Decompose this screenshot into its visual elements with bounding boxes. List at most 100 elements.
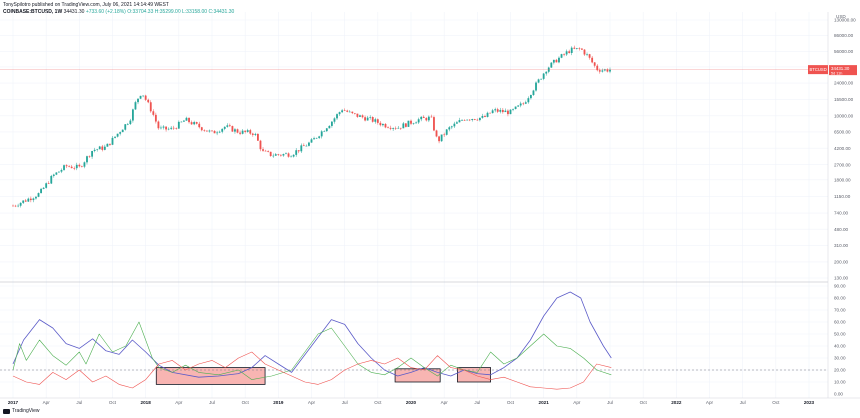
candle-body: [422, 116, 425, 118]
symbol-line: COINBASE:BTCUSD, 1W 34431.30 +733.60 (+2…: [3, 9, 234, 16]
badge-pair: BTCUSD: [810, 67, 827, 72]
candle-body: [259, 140, 262, 150]
symbol-name: COINBASE:BTCUSD, 1W: [3, 8, 63, 15]
candle-body: [392, 128, 395, 129]
candle-body: [147, 99, 150, 103]
candle-body: [172, 127, 175, 129]
time-tick-label: Jul: [209, 400, 215, 405]
candle-body: [588, 54, 591, 58]
candle-body: [157, 121, 160, 129]
candle-body: [471, 119, 474, 121]
candle-body: [486, 112, 489, 117]
candle-body: [239, 132, 241, 134]
candle-body: [131, 109, 134, 121]
candle-body: [555, 59, 558, 63]
candle-body: [52, 174, 55, 176]
time-tick-label: 2017: [8, 400, 19, 405]
candle-body: [205, 130, 208, 132]
candle-body: [93, 149, 96, 152]
footer-brand: TradingView: [12, 408, 40, 414]
candle-body: [119, 132, 122, 134]
candle-body: [116, 133, 119, 137]
candle-body: [581, 48, 583, 50]
time-tick-label: Oct: [772, 400, 780, 405]
candle-body: [58, 171, 60, 173]
candle-body: [236, 129, 239, 133]
candle-body: [137, 98, 139, 103]
candle-body: [573, 47, 576, 49]
candle-body: [32, 198, 35, 201]
candle-body: [494, 109, 497, 111]
candle-body: [14, 205, 17, 207]
candle-body: [19, 202, 22, 206]
candle-body: [308, 142, 310, 146]
indicator-tick-label: 30.00: [834, 356, 846, 361]
candle-body: [338, 112, 341, 115]
candle-body: [17, 205, 20, 207]
price-tick-label: 1150.00: [834, 194, 851, 199]
candle-body: [22, 200, 25, 203]
candle-body: [75, 164, 78, 169]
candle-body: [96, 149, 99, 150]
candle-body: [139, 95, 142, 99]
candle-body: [269, 151, 272, 157]
candle-body: [529, 94, 532, 99]
candle-body: [501, 109, 504, 113]
candle-body: [366, 117, 369, 121]
current-price: 34431.30: [63, 8, 85, 15]
candle-body: [484, 115, 486, 117]
candle-body: [351, 111, 354, 114]
candle-body: [287, 153, 290, 157]
time-tick-label: Oct: [507, 400, 515, 405]
candle-body: [591, 57, 594, 63]
candle-body: [417, 119, 420, 123]
indicator-series-adx: [12, 291, 612, 378]
candle-body: [251, 133, 254, 135]
candle-body: [40, 188, 42, 194]
candle-body: [83, 162, 86, 167]
time-tick-label: Oct: [242, 400, 250, 405]
candle-body: [420, 116, 423, 120]
chart-header: TonySpilotro published on TradingView.co…: [3, 2, 234, 15]
candle-body: [144, 95, 147, 100]
candle-body: [254, 133, 257, 135]
time-tick-label: 2020: [406, 400, 417, 405]
indicator-tick-label: 10.00: [834, 380, 846, 385]
candle-body: [509, 109, 512, 115]
candle-body: [504, 110, 507, 113]
candle-body: [208, 130, 211, 132]
candle-body: [348, 111, 351, 113]
candle-body: [78, 164, 81, 167]
candle-body: [481, 115, 484, 118]
candle-body: [257, 133, 259, 141]
candle-body: [583, 49, 586, 55]
price-tick-label: 130000.00: [834, 18, 856, 23]
candle-body: [489, 112, 492, 114]
candle-body: [272, 155, 275, 157]
price-tick-label: 24000.00: [834, 81, 854, 86]
candle-body: [279, 154, 282, 156]
candle-body: [234, 129, 236, 132]
candle-body: [109, 143, 111, 145]
candle-body: [558, 57, 560, 63]
time-tick-label: Jul: [76, 400, 82, 405]
candle-body: [371, 117, 374, 122]
candle-body: [285, 153, 287, 155]
candle-body: [154, 114, 157, 122]
time-tick-label: Oct: [374, 400, 382, 405]
candle-body: [330, 121, 333, 126]
candle-body: [195, 122, 198, 124]
candle-body: [466, 119, 469, 121]
candle-body: [435, 130, 438, 137]
time-tick-label: Apr: [441, 400, 449, 405]
candle-body: [552, 59, 555, 63]
candle-body: [593, 62, 596, 66]
indicator-series-di_plus: [12, 321, 612, 380]
time-tick-label: Apr: [573, 400, 581, 405]
candle-body: [427, 116, 430, 121]
candle-body: [70, 166, 73, 169]
candle-body: [91, 151, 94, 157]
candle-body: [300, 145, 303, 152]
price-tick-label: 6500.00: [834, 129, 851, 134]
